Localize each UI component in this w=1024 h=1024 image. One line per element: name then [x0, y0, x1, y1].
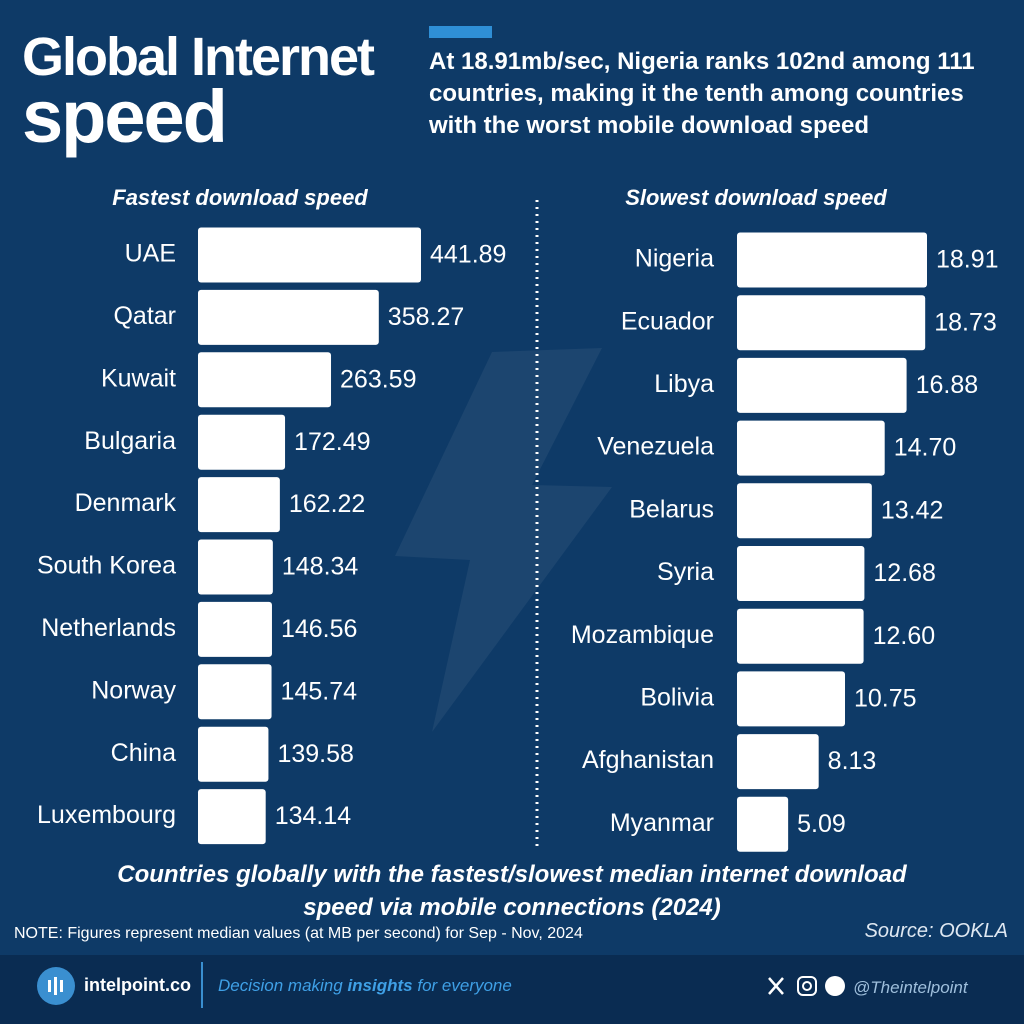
bar — [737, 232, 927, 288]
bar — [198, 477, 280, 533]
tagline-part: insights — [347, 976, 413, 995]
category-label: South Korea — [37, 552, 176, 580]
bar — [737, 608, 864, 664]
category-label: Ecuador — [621, 307, 714, 335]
instagram-icon — [797, 976, 817, 996]
bar — [737, 420, 885, 476]
category-label: Qatar — [113, 302, 176, 330]
chart-title: Slowest download speed — [625, 185, 887, 210]
bar — [198, 227, 421, 283]
title-line: Global Internet — [22, 27, 375, 87]
value-label: 5.09 — [797, 810, 846, 838]
category-label: Denmark — [75, 489, 177, 517]
category-label: Kuwait — [101, 364, 176, 392]
tagline: Decision making insights for everyone — [218, 976, 512, 996]
social-icons — [768, 976, 845, 996]
tagline-part: Decision making — [218, 976, 348, 995]
value-label: 14.70 — [894, 434, 957, 462]
value-label: 358.27 — [388, 303, 464, 331]
source: Source: OOKLA — [864, 920, 1008, 942]
bar — [737, 295, 926, 351]
chart-title: Fastest download speed — [112, 185, 368, 210]
value-label: 162.22 — [289, 490, 365, 518]
value-label: 10.75 — [854, 685, 917, 713]
bar — [198, 289, 379, 345]
bar — [198, 352, 332, 408]
category-label: China — [111, 739, 176, 767]
category-label: Venezuela — [597, 433, 714, 461]
bar — [737, 796, 789, 852]
bar — [737, 734, 819, 790]
bolt-decoration — [395, 348, 612, 732]
bar — [198, 539, 273, 595]
bar — [198, 601, 272, 657]
footer-divider — [201, 962, 203, 1008]
value-label: 146.56 — [281, 615, 357, 643]
footer-band — [0, 955, 1024, 1024]
title-line: speed — [22, 75, 228, 158]
bar — [737, 357, 907, 413]
value-label: 263.59 — [340, 365, 416, 393]
logo-icon — [37, 967, 75, 1005]
note: NOTE: Figures represent median values (a… — [14, 925, 583, 942]
category-label: Syria — [657, 558, 714, 586]
category-label: Bolivia — [640, 684, 714, 712]
accent-bar — [429, 26, 492, 38]
category-label: Afghanistan — [582, 746, 714, 774]
value-label: 441.89 — [430, 241, 506, 269]
category-label: Nigeria — [635, 245, 714, 273]
value-label: 13.42 — [881, 496, 944, 524]
value-label: 172.49 — [294, 428, 370, 456]
title: Global Internet speed — [22, 27, 375, 158]
value-label: 148.34 — [282, 553, 359, 581]
tagline-part: for everyone — [412, 976, 512, 995]
category-label: Bulgaria — [84, 427, 176, 455]
caption: Countries globally with the fastest/slow… — [117, 861, 907, 921]
category-label: Myanmar — [610, 809, 714, 837]
brand: intelpoint.co — [84, 975, 191, 995]
value-label: 134.14 — [275, 802, 352, 830]
category-label: Mozambique — [571, 621, 714, 649]
value-label: 12.60 — [873, 622, 936, 650]
bar — [198, 414, 286, 470]
facebook-icon — [825, 976, 845, 996]
value-label: 12.68 — [873, 559, 936, 587]
instagram-lens — [802, 981, 812, 991]
bar — [198, 789, 266, 845]
value-label: 8.13 — [828, 747, 877, 775]
handle: @Theintelpoint — [853, 978, 968, 997]
value-label: 18.73 — [934, 308, 997, 336]
subtitle: At 18.91mb/sec, Nigeria ranks 102nd amon… — [429, 48, 975, 139]
category-label: UAE — [125, 240, 176, 268]
category-label: Netherlands — [41, 614, 176, 642]
category-label: Belarus — [629, 495, 714, 523]
bar — [737, 546, 865, 601]
bar — [737, 671, 846, 727]
value-label: 139.58 — [277, 740, 353, 768]
bar — [737, 483, 872, 539]
bar — [198, 664, 272, 720]
category-label: Norway — [91, 676, 176, 704]
category-label: Luxembourg — [37, 801, 176, 829]
value-label: 18.91 — [936, 246, 999, 274]
bar — [198, 726, 269, 782]
value-label: 145.74 — [281, 677, 358, 705]
value-label: 16.88 — [916, 371, 979, 399]
category-label: Libya — [654, 370, 714, 398]
x-icon — [768, 977, 784, 995]
